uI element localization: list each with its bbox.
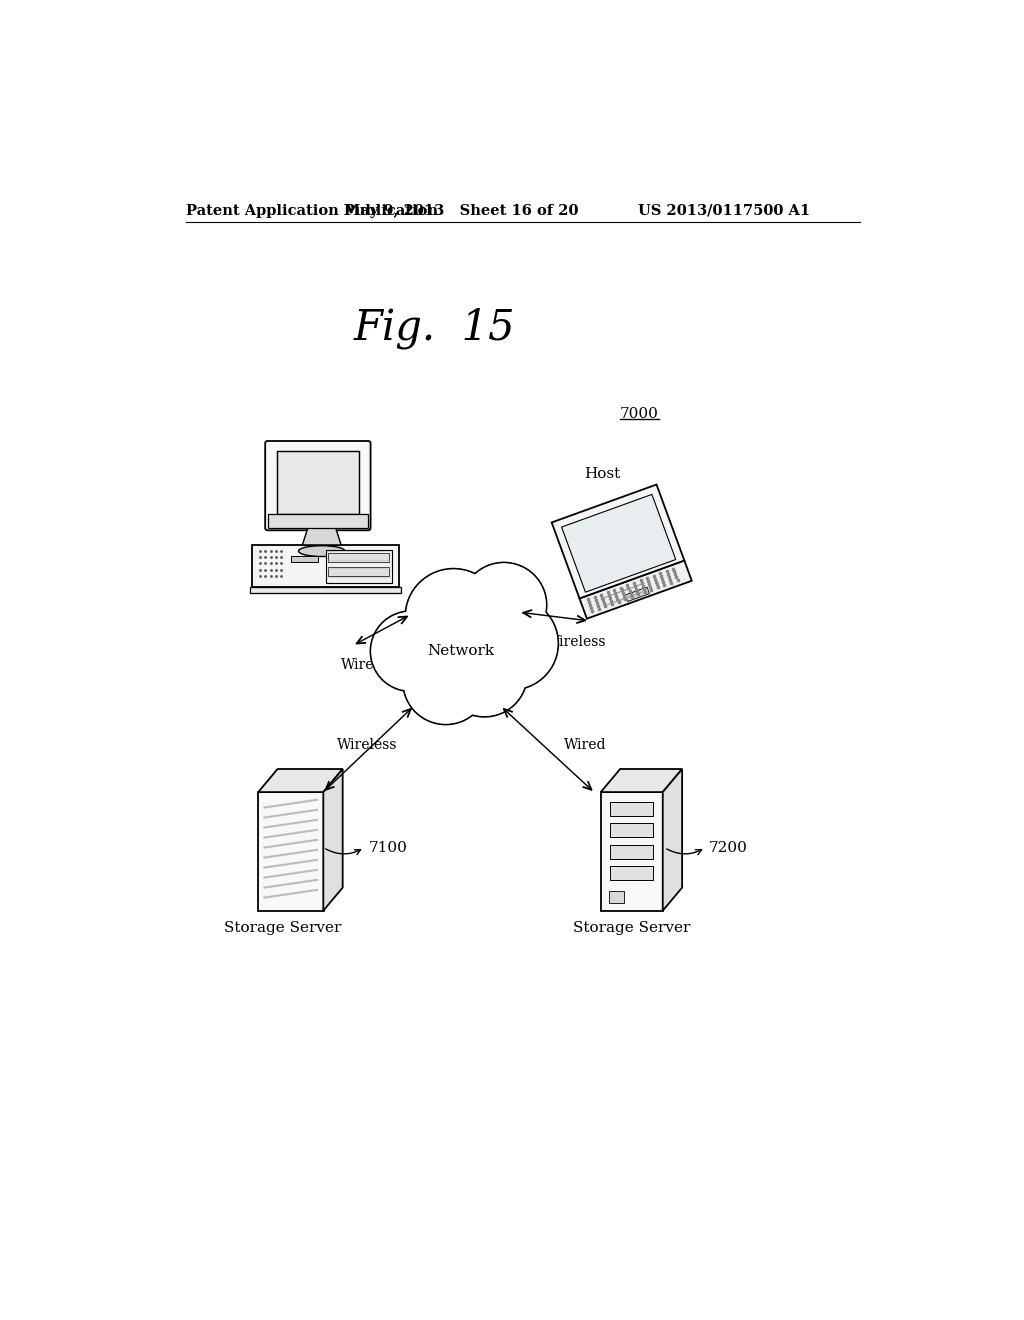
Circle shape xyxy=(465,597,558,689)
Text: Host: Host xyxy=(275,453,311,467)
Text: 7200: 7200 xyxy=(710,841,749,854)
Bar xyxy=(276,451,359,513)
Bar xyxy=(251,587,400,594)
Text: Wired: Wired xyxy=(341,659,383,672)
Text: Patent Application Publication: Patent Application Publication xyxy=(186,203,438,218)
Bar xyxy=(252,545,399,587)
Polygon shape xyxy=(324,770,343,911)
Circle shape xyxy=(442,632,527,717)
FancyBboxPatch shape xyxy=(265,441,371,531)
Bar xyxy=(328,553,389,562)
Text: Fig.  15: Fig. 15 xyxy=(353,306,515,348)
Text: Storage Server: Storage Server xyxy=(224,921,342,936)
Circle shape xyxy=(372,612,450,690)
Text: 7000: 7000 xyxy=(621,407,658,421)
Text: Wireless: Wireless xyxy=(337,738,397,752)
Text: Wired: Wired xyxy=(563,738,606,752)
Ellipse shape xyxy=(299,545,345,557)
Polygon shape xyxy=(552,484,684,598)
Bar xyxy=(610,866,653,880)
Bar xyxy=(267,515,369,528)
Polygon shape xyxy=(601,770,682,792)
Polygon shape xyxy=(626,587,649,602)
Circle shape xyxy=(409,591,514,696)
Bar xyxy=(608,891,624,903)
Text: Host: Host xyxy=(584,467,621,480)
Text: US 2013/0117500 A1: US 2013/0117500 A1 xyxy=(638,203,810,218)
Circle shape xyxy=(443,634,525,715)
Bar xyxy=(610,845,653,859)
Circle shape xyxy=(404,642,487,723)
Polygon shape xyxy=(302,528,341,545)
Circle shape xyxy=(407,590,515,697)
Text: May 9, 2013   Sheet 16 of 20: May 9, 2013 Sheet 16 of 20 xyxy=(344,203,579,218)
Text: Storage Server: Storage Server xyxy=(573,921,690,936)
Polygon shape xyxy=(663,770,682,911)
Circle shape xyxy=(467,598,557,689)
Circle shape xyxy=(406,569,502,664)
Circle shape xyxy=(403,640,488,725)
Bar xyxy=(601,792,663,911)
Circle shape xyxy=(407,570,501,663)
Text: 7100: 7100 xyxy=(369,841,408,854)
Bar xyxy=(610,801,653,816)
Text: Wireless: Wireless xyxy=(546,635,606,649)
Polygon shape xyxy=(258,770,343,792)
Circle shape xyxy=(461,562,547,647)
Bar xyxy=(326,549,391,582)
Polygon shape xyxy=(561,495,676,593)
Bar xyxy=(258,792,324,911)
Polygon shape xyxy=(580,561,692,619)
Text: Network: Network xyxy=(428,644,495,659)
Circle shape xyxy=(463,564,545,645)
Bar xyxy=(291,556,317,562)
Bar xyxy=(610,824,653,837)
Bar xyxy=(328,566,389,576)
Circle shape xyxy=(371,611,452,692)
